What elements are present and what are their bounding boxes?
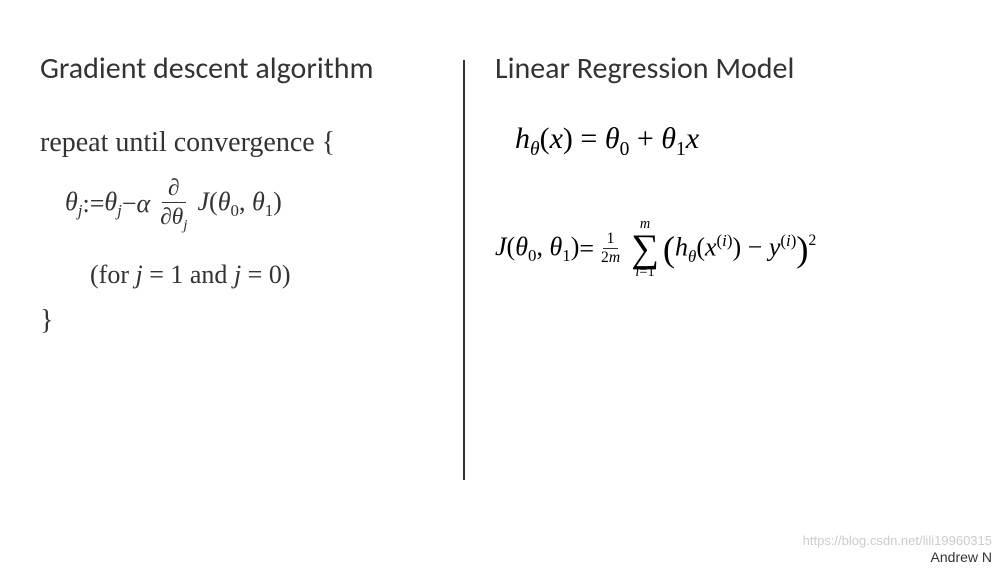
cost-eq: = [579, 234, 594, 264]
right-heading: Linear Regression Model [495, 50, 982, 87]
paren-close: ) [796, 228, 808, 270]
left-panel: Gradient descent algorithm repeat until … [40, 50, 463, 528]
assign-op: := [82, 189, 104, 219]
sigma: m ∑ i=1 [631, 216, 659, 281]
theta-j-lhs: θj [65, 187, 82, 221]
watermark: https://blog.csdn.net/lili19960315 [803, 533, 992, 548]
minus-op: − [122, 189, 137, 219]
author-credit: Andrew N [931, 549, 992, 565]
left-heading: Gradient descent algorithm [40, 50, 443, 87]
one-over-2m: 1 2m [597, 230, 624, 267]
cost-function: J(θ0, θ1) = 1 2m m ∑ i=1 ( hθ(x(i)) − y(… [495, 216, 982, 281]
paren-open: ( [663, 228, 675, 270]
update-rule: θj := θj − α ∂ ∂θj J(θ0, θ1) [65, 174, 443, 235]
theta-j-rhs: θj [104, 187, 121, 221]
close-brace: } [40, 305, 443, 337]
partial-num: ∂ [162, 174, 186, 203]
cost-J: J(θ0, θ1) [197, 187, 281, 221]
right-panel: Linear Regression Model hθ(x) = θ0 + θ1x… [465, 50, 982, 528]
partial-den: ∂θj [154, 203, 193, 235]
repeat-line: repeat until convergence { [40, 127, 443, 159]
hypothesis: hθ(x) = θ0 + θ1x [515, 122, 982, 161]
alpha: α [137, 189, 151, 219]
cost-lhs: J(θ0, θ1) [495, 232, 579, 266]
slide-container: Gradient descent algorithm repeat until … [0, 0, 1002, 568]
square-exp: 2 [808, 232, 816, 250]
gradient-descent-block: repeat until convergence { θj := θj − α … [40, 127, 443, 337]
for-line: (for j = 1 and j = 0) [90, 260, 443, 290]
partial-fraction: ∂ ∂θj [154, 174, 193, 235]
inner-term: hθ(x(i)) − y(i) [675, 231, 796, 267]
